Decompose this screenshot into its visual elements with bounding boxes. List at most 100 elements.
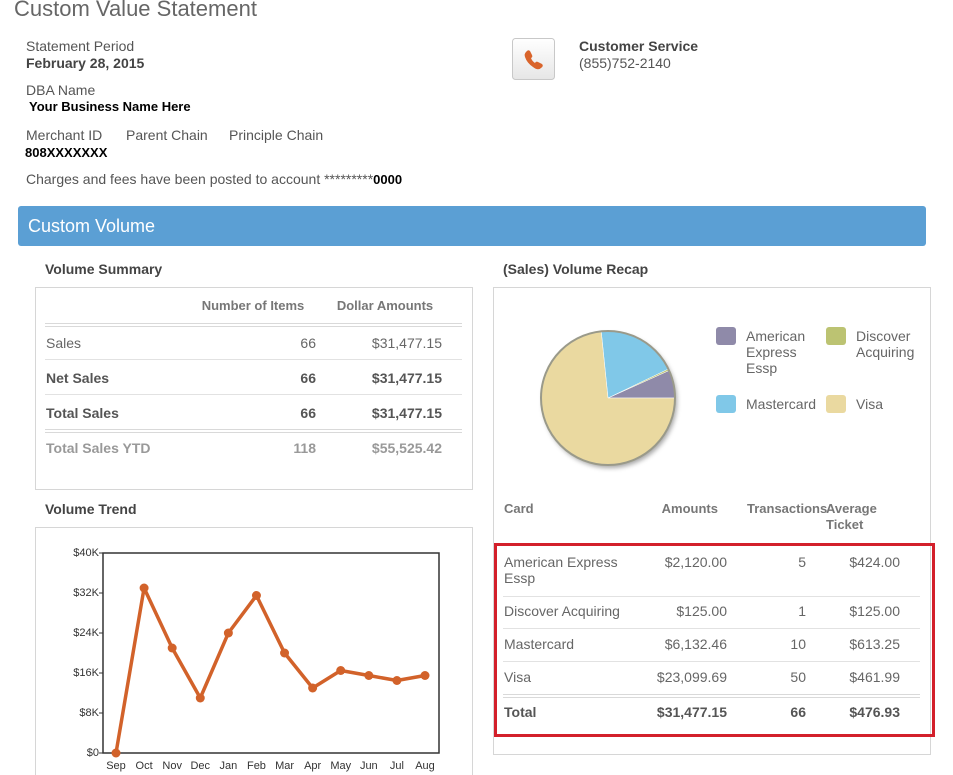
card-transactions: 1 [798, 603, 806, 619]
row-items: 66 [300, 335, 316, 351]
trend-point [195, 693, 205, 703]
page-title: Custom Value Statement [14, 0, 257, 21]
recap-box [493, 287, 931, 755]
y-tick-label: $32K [73, 587, 99, 599]
column-header: Dollar Amounts [336, 298, 434, 313]
total-transactions: 66 [790, 704, 806, 720]
legend-label: Visa [856, 396, 883, 412]
card-amount: $2,120.00 [664, 554, 727, 570]
legend-label: Mastercard [746, 396, 817, 412]
legend-swatch [716, 395, 736, 413]
legend-swatch [826, 327, 846, 345]
account-suffix: 0000 [373, 172, 403, 187]
customer-service-label: Customer Service [579, 38, 699, 54]
row-label: Total Sales [46, 405, 119, 421]
card-amount: $125.00 [676, 603, 727, 619]
section-title: Volume Summary [45, 261, 163, 277]
y-tick-label: $16K [73, 667, 99, 679]
field-label: Principle Chain [229, 127, 324, 143]
trend-point [336, 666, 346, 675]
column-header: Transactions [747, 501, 828, 516]
account-note-text: Charges and fees have been posted to acc… [26, 171, 374, 187]
y-tick-label: $0 [87, 747, 99, 759]
phone-icon [524, 50, 543, 70]
trend-point [364, 671, 374, 680]
x-tick-label: Sep [106, 760, 126, 772]
trend-point [280, 648, 290, 658]
legend-label: American Express Essp [746, 328, 806, 376]
row-separator [503, 661, 920, 662]
field-label: Statement Period [26, 38, 135, 54]
card-name: Mastercard [504, 636, 575, 652]
y-tick-label: $40K [73, 547, 99, 559]
x-tick-label: Jun [360, 760, 378, 772]
x-tick-label: Dec [190, 760, 210, 772]
row-items: 66 [300, 405, 316, 421]
card-average: $424.00 [849, 554, 900, 570]
row-items: 118 [293, 440, 316, 456]
x-tick-label: May [330, 760, 351, 772]
y-tick-label: $8K [79, 707, 99, 719]
section-title: (Sales) Volume Recap [503, 261, 649, 277]
card-name: American Express Essp [504, 554, 618, 586]
section-title: Volume Trend [45, 501, 137, 517]
x-tick-label: Jul [390, 760, 404, 772]
card-average: $613.25 [849, 636, 900, 652]
row-separator [503, 628, 920, 629]
x-tick-label: Aug [415, 760, 435, 772]
row-separator [45, 394, 462, 395]
row-separator [503, 694, 920, 698]
phone-button[interactable] [512, 38, 555, 80]
summary-box [35, 287, 473, 490]
field-value: 808XXXXXXX [25, 145, 108, 160]
field-label: DBA Name [26, 82, 96, 98]
total-average: $476.93 [849, 704, 900, 720]
legend-swatch [826, 395, 846, 413]
card-amount: $23,099.69 [656, 669, 727, 685]
row-separator [45, 429, 462, 433]
card-name: Discover Acquiring [504, 603, 620, 619]
x-tick-label: Oct [136, 760, 153, 772]
x-tick-label: Apr [304, 760, 321, 772]
trend-box [35, 527, 473, 775]
column-header: Amounts [661, 501, 718, 516]
row-separator [45, 359, 462, 360]
card-name: Visa [504, 669, 531, 685]
trend-point [223, 628, 233, 638]
row-amount: $55,525.42 [371, 440, 442, 456]
row-label: Sales [46, 335, 82, 351]
column-header: Card [504, 501, 534, 516]
field-value: February 28, 2015 [26, 55, 145, 71]
banner-title: Custom Volume [28, 216, 156, 236]
row-separator [503, 596, 920, 597]
pie-rim [540, 330, 676, 466]
card-amount: $6,132.46 [664, 636, 727, 652]
x-tick-label: Nov [162, 760, 182, 772]
card-transactions: 10 [790, 636, 806, 652]
field-label: Parent Chain [126, 127, 208, 143]
trend-point [308, 683, 318, 693]
row-label: Total Sales YTD [46, 440, 151, 456]
trend-point [111, 748, 121, 758]
trend-point [139, 583, 149, 593]
customer-service-phone: (855)752-2140 [579, 55, 671, 71]
card-transactions: 5 [798, 554, 806, 570]
row-amount: $31,477.15 [371, 405, 442, 421]
trend-line [114, 586, 426, 754]
account-note: Charges and fees have been posted to acc… [26, 171, 402, 187]
y-tick-label: $24K [73, 627, 99, 639]
x-tick-label: Jan [219, 760, 237, 772]
x-tick-label: Mar [275, 760, 294, 772]
trend-point [392, 676, 402, 685]
card-transactions: 50 [790, 669, 806, 685]
legend-swatch [716, 327, 736, 345]
highlight-box [494, 543, 935, 737]
row-label: Net Sales [46, 370, 110, 386]
row-amount: $31,477.15 [371, 370, 442, 386]
row-items: 66 [300, 370, 316, 386]
plot-frame [102, 552, 440, 754]
column-header: Number of Items [201, 298, 305, 313]
header-separator [45, 323, 462, 327]
